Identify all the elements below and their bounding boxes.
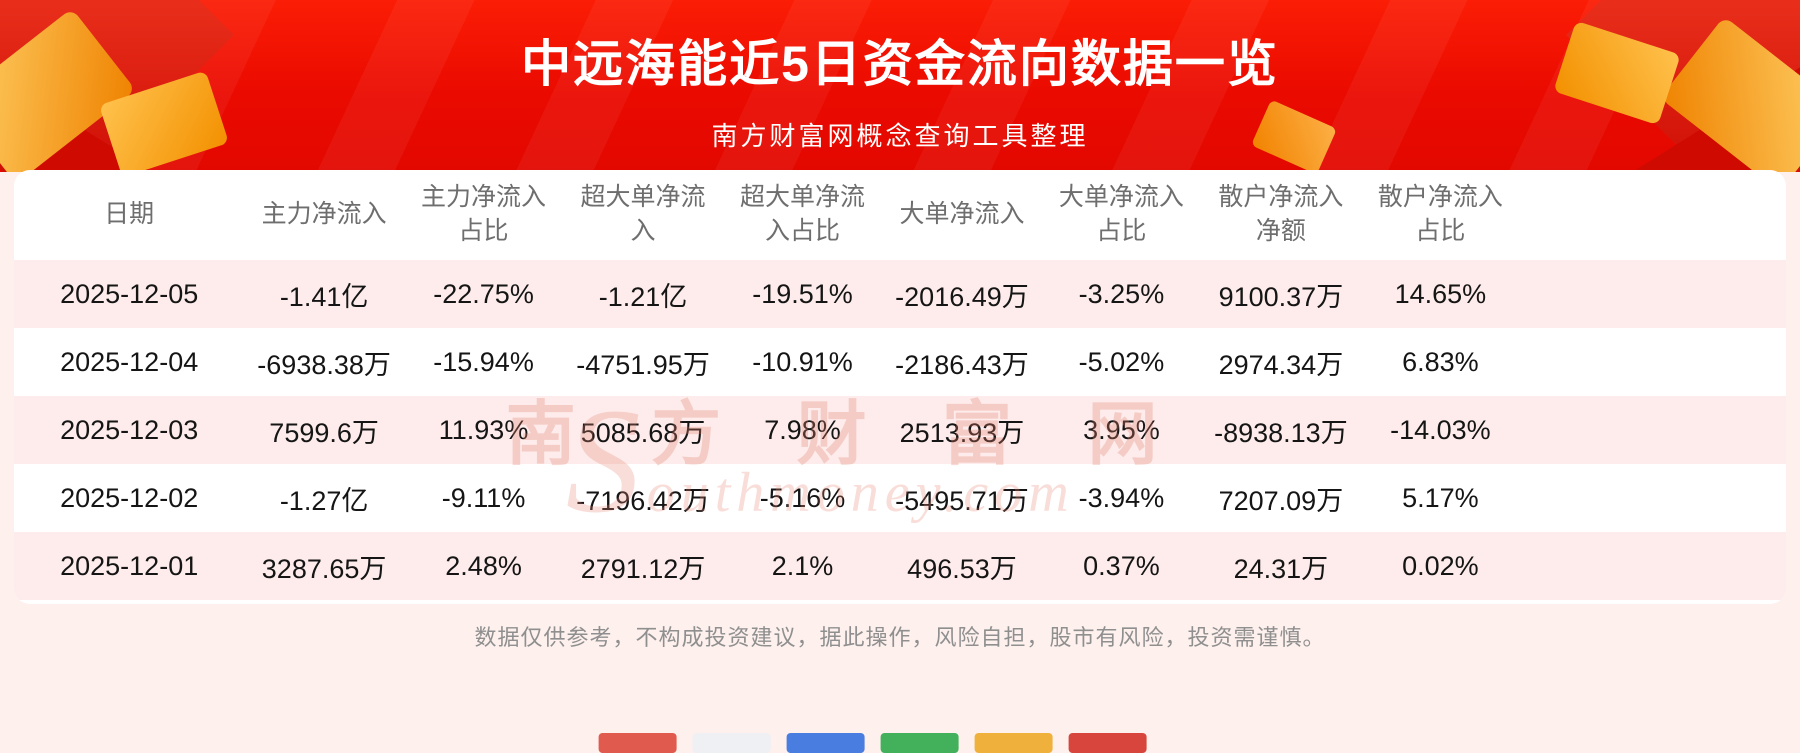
tag-block	[974, 733, 1053, 753]
table-body: 2025-12-05 -1.41亿 -22.75% -1.21亿 -19.51% -201…	[14, 260, 1786, 600]
table-cell: -22.75%	[433, 278, 534, 309]
column-header: 散户净流入占比	[1377, 183, 1503, 245]
tag-block	[880, 733, 959, 753]
filler-cell	[1520, 170, 1786, 260]
tag-block	[786, 733, 865, 753]
table-cell: 0.02%	[1402, 550, 1479, 581]
table-cell: 2025-12-01	[60, 550, 199, 581]
table-cell: 2.48%	[445, 550, 522, 581]
filler-cell	[1520, 328, 1786, 396]
table-cell: 2025-12-05	[60, 278, 199, 309]
fund-flow-table: 日期 主力净流入 主力净流入占比 超大单净流入 超大单净流入占比 大单净流入 大单净流入占比…	[14, 170, 1786, 600]
table-cell: -2186.43万	[895, 349, 1029, 380]
column-header: 散户净流入净额	[1218, 183, 1344, 245]
table-cell: 11.93%	[438, 414, 529, 445]
table-row: 2025-12-05 -1.41亿 -22.75% -1.21亿 -19.51% -201…	[14, 260, 1786, 328]
table-cell: 14.65%	[1394, 278, 1487, 309]
column-header: 日期	[104, 200, 155, 229]
table-cell: -15.94%	[433, 346, 534, 377]
table-cell: -5.02%	[1078, 346, 1165, 377]
table-row: 2025-12-01 3287.65万 2.48% 2791.12万 2.1% 496.5…	[14, 532, 1786, 600]
bottom-tags-strip	[598, 733, 1147, 753]
column-header: 超大单净流入	[580, 183, 706, 245]
table-row: 2025-12-03 7599.6万 11.93% 5085.68万 7.98% 2513…	[14, 396, 1786, 464]
table-cell: -8938.13万	[1214, 417, 1348, 448]
table-cell: 2513.93万	[899, 417, 1025, 448]
disclaimer-text: 数据仅供参考，不构成投资建议，据此操作，风险自担，股市有风险，投资需谨慎。	[474, 625, 1326, 650]
table-cell: -10.91%	[752, 346, 853, 377]
table-cell: 2025-12-02	[60, 482, 199, 513]
tag-block	[598, 733, 677, 753]
column-header: 大单净流入	[899, 200, 1025, 229]
table-cell: -5.16%	[759, 482, 846, 513]
table-cell: 5085.68万	[580, 417, 706, 448]
column-header: 超大单净流入占比	[739, 183, 865, 245]
table-cell: 24.31万	[1233, 553, 1329, 584]
header-banner: 中远海能近5日资金流向数据一览 南方财富网概念查询工具整理	[0, 0, 1800, 172]
table-cell: 9100.37万	[1218, 281, 1344, 312]
filler-cell	[1520, 260, 1786, 328]
table-row: 2025-12-04 -6938.38万 -15.94% -4751.95万 -10.9…	[14, 328, 1786, 396]
page-title: 中远海能近5日资金流向数据一览	[521, 36, 1279, 92]
table-cell: -3.25%	[1078, 278, 1165, 309]
table-cell: -6938.38万	[257, 349, 391, 380]
table-cell: 3287.65万	[261, 553, 387, 584]
tag-block	[1068, 733, 1147, 753]
header-row: 日期 主力净流入 主力净流入占比 超大单净流入 超大单净流入占比 大单净流入 大单净流入占比…	[14, 170, 1786, 260]
table-cell: 2025-12-03	[60, 414, 199, 445]
table-cell: -7196.42万	[576, 485, 710, 516]
table-cell: -3.94%	[1078, 482, 1165, 513]
table-cell: -19.51%	[752, 278, 853, 309]
table-cell: -9.11%	[441, 482, 526, 513]
table-cell: 3.95%	[1083, 414, 1160, 445]
table-cell: 7.98%	[764, 414, 841, 445]
page-subtitle: 南方财富网概念查询工具整理	[711, 121, 1089, 151]
table-row: 2025-12-02 -1.27亿 -9.11% -7196.42万 -5.16% -54…	[14, 464, 1786, 532]
table-cell: -1.21亿	[598, 281, 688, 312]
table-cell: -1.41亿	[279, 281, 369, 312]
table-cell: 5.17%	[1402, 482, 1479, 513]
column-header: 主力净流入	[261, 200, 387, 229]
table-cell: 7207.09万	[1218, 485, 1344, 516]
table-cell: 2974.34万	[1218, 349, 1344, 380]
table-cell: -1.27亿	[279, 485, 369, 516]
table-cell: -2016.49万	[895, 281, 1029, 312]
table-cell: 2025-12-04	[60, 346, 199, 377]
table-cell: 6.83%	[1402, 346, 1479, 377]
tag-block	[692, 733, 771, 753]
table-cell: 7599.6万	[269, 417, 379, 448]
filler-cell	[1520, 532, 1786, 600]
column-header: 主力净流入占比	[421, 183, 547, 245]
table-cell: -5495.71万	[895, 485, 1029, 516]
table-cell: 2.1%	[771, 550, 834, 581]
filler-cell	[1520, 396, 1786, 464]
table-cell: -14.03%	[1390, 414, 1491, 445]
column-header: 大单净流入占比	[1058, 183, 1184, 245]
table-cell: 0.37%	[1083, 550, 1160, 581]
data-panel: 日期 主力净流入 主力净流入占比 超大单净流入 超大单净流入占比 大单净流入 大单净流入占比…	[14, 170, 1786, 604]
table-cell: 496.53万	[907, 553, 1017, 584]
table-cell: 2791.12万	[580, 553, 706, 584]
table-cell: -4751.95万	[576, 349, 710, 380]
filler-cell	[1520, 464, 1786, 532]
